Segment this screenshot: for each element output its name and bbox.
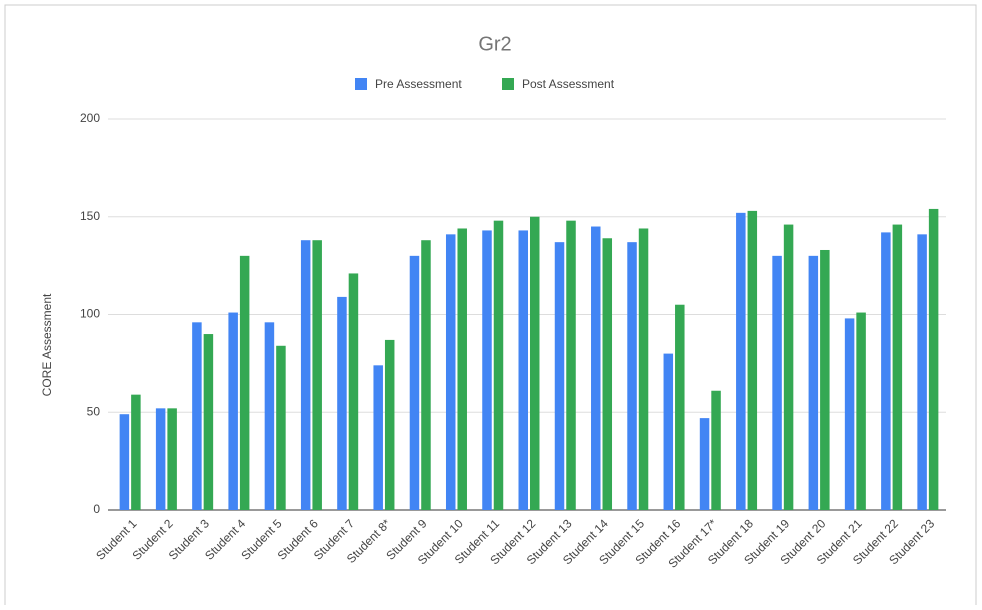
chart-title: Gr2 <box>478 33 511 55</box>
bar <box>312 240 322 510</box>
bar <box>239 255 250 510</box>
y-axis-label: CORE Assessment <box>40 293 54 396</box>
bar <box>844 318 855 510</box>
bar <box>131 394 141 510</box>
bar <box>493 220 504 510</box>
bar <box>530 216 540 510</box>
y-tick-label: 100 <box>80 307 100 321</box>
bar <box>445 234 456 510</box>
bar <box>736 212 746 510</box>
bar <box>711 390 721 510</box>
legend-swatch <box>355 78 367 90</box>
bar <box>373 365 383 510</box>
bar <box>203 334 214 510</box>
bar <box>881 232 891 510</box>
bar <box>675 304 685 510</box>
bar <box>892 224 903 510</box>
bar <box>518 230 528 510</box>
legend-label: Post Assessment <box>522 77 615 91</box>
bar <box>772 255 782 510</box>
y-tick-label: 50 <box>87 404 101 418</box>
bar <box>155 408 166 510</box>
bar <box>627 242 637 511</box>
bar <box>699 418 710 510</box>
bar <box>409 255 420 510</box>
bar <box>663 353 674 510</box>
bar <box>820 249 830 511</box>
bar <box>808 255 819 510</box>
bar <box>591 226 601 510</box>
y-tick-label: 200 <box>80 111 100 125</box>
bar <box>421 240 431 510</box>
y-tick-label: 0 <box>93 502 100 516</box>
bar <box>264 322 275 510</box>
legend-swatch <box>502 78 514 90</box>
bar <box>917 234 927 510</box>
bar <box>638 228 649 511</box>
bar <box>482 230 492 510</box>
legend-label: Pre Assessment <box>375 77 462 91</box>
y-tick-label: 150 <box>80 209 100 223</box>
bar <box>276 345 286 510</box>
bar <box>457 228 467 511</box>
bar <box>566 220 576 510</box>
bar <box>192 322 202 510</box>
bar <box>337 296 347 510</box>
bar <box>602 238 613 510</box>
bar <box>856 312 866 510</box>
bar <box>167 408 177 510</box>
bar <box>384 339 395 510</box>
bar <box>554 242 565 511</box>
bar <box>747 210 758 510</box>
bar <box>783 224 794 510</box>
bar <box>300 240 311 510</box>
bar <box>348 273 359 510</box>
bar <box>119 414 130 510</box>
bar <box>928 208 939 510</box>
bar <box>228 312 238 510</box>
